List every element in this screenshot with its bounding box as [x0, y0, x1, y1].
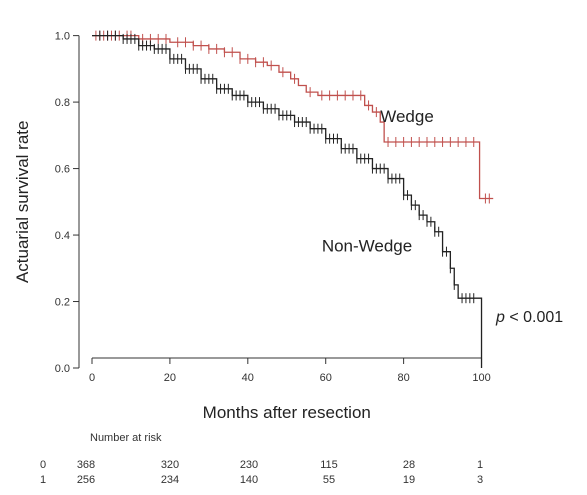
risk-count: 140	[239, 474, 259, 486]
p-value-annotation: p < 0.001	[495, 309, 563, 326]
wedge-series-label: Wedge	[380, 107, 434, 126]
non-wedge-series-label: Non-Wedge	[322, 237, 412, 256]
series-non-wedge: Non-Wedge	[92, 30, 483, 368]
risk-count: 3	[476, 474, 484, 486]
risk-row-group-label: 0	[40, 459, 47, 471]
x-axis-ticks: 0 20 40 60 80 100	[89, 358, 491, 384]
survival-curves: Wedge Non-Wedge	[92, 30, 494, 368]
y-tick-label: 0.4	[55, 230, 70, 242]
y-tick-label: 0.2	[55, 297, 70, 309]
x-tick-label: 0	[89, 372, 95, 384]
y-axis-ticks: 0.0 0.2 0.4 0.6 0.8 1.0	[55, 31, 79, 375]
x-tick-label: 100	[472, 372, 490, 384]
x-axis-title: Months after resection	[203, 403, 371, 422]
series-wedge: Wedge	[92, 30, 494, 204]
y-tick-label: 0.0	[55, 363, 70, 375]
y-axis-title: Actuarial survival rate	[13, 121, 32, 284]
y-tick-label: 0.8	[55, 97, 70, 109]
risk-row-group-label: 1	[40, 474, 47, 486]
y-tick-label: 1.0	[55, 31, 70, 43]
x-tick-label: 40	[242, 372, 254, 384]
risk-count: 368	[76, 459, 96, 471]
p-value-symbol: p	[495, 309, 505, 326]
risk-count: 28	[402, 459, 416, 471]
x-tick-label: 80	[397, 372, 409, 384]
risk-count: 55	[322, 474, 336, 486]
risk-count: 234	[160, 474, 180, 486]
p-value-text: < 0.001	[505, 309, 563, 326]
risk-table-title: Number at risk	[90, 432, 162, 444]
risk-count: 230	[239, 459, 259, 471]
x-tick-label: 20	[164, 372, 176, 384]
risk-count: 1	[476, 459, 484, 471]
x-tick-label: 60	[320, 372, 332, 384]
risk-count: 320	[160, 459, 180, 471]
y-tick-label: 0.6	[55, 164, 70, 176]
risk-count: 115	[320, 459, 338, 471]
risk-count: 256	[76, 474, 96, 486]
risk-count: 19	[402, 474, 416, 486]
non-wedge-curve	[92, 34, 483, 368]
